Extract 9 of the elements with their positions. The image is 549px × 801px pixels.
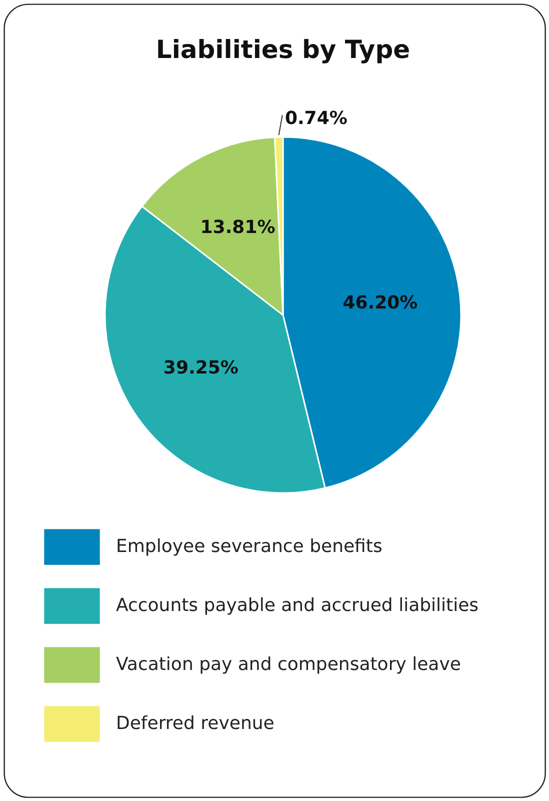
legend-label: Accounts payable and accrued liabilities (116, 595, 479, 616)
legend-label: Vacation pay and compensatory leave (116, 654, 461, 675)
data-label: 46.20% (342, 292, 418, 314)
data-label: 13.81% (200, 217, 276, 238)
chart-title: Liabilities by Type (156, 35, 410, 64)
data-label: 0.74% (284, 108, 348, 130)
legend-label: Employee severance benefits (116, 536, 382, 557)
data-label: 39.25% (163, 357, 238, 378)
legend-label: Deferred revenue (116, 713, 274, 734)
